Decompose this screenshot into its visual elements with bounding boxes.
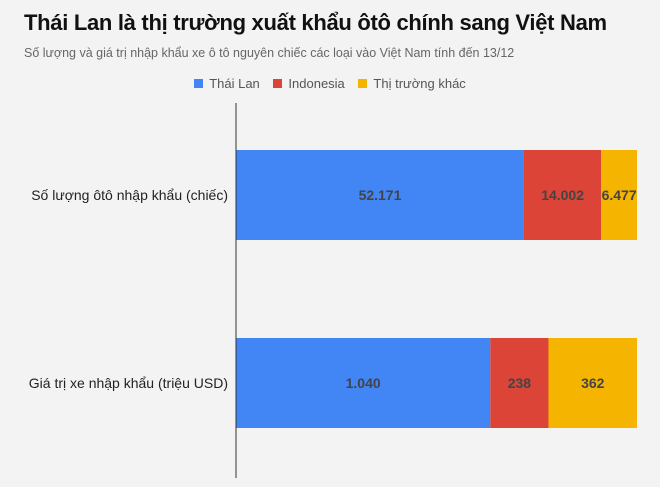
category-label: Giá trị xe nhập khẩu (triệu USD) — [29, 375, 228, 391]
chart-subtitle: Số lượng và giá trị nhập khẩu xe ô tô ng… — [24, 46, 515, 60]
data-label: 6.477 — [602, 187, 637, 203]
data-label: 238 — [508, 375, 532, 391]
legend-label: Thị trường khác — [373, 76, 466, 91]
legend-swatch — [273, 79, 283, 88]
legend-label: Indonesia — [288, 76, 345, 91]
bar-segment — [548, 338, 637, 428]
data-label: 52.171 — [359, 187, 402, 203]
category-label: Số lượng ôtô nhập khẩu (chiếc) — [31, 187, 228, 203]
bar-segment — [490, 338, 549, 428]
bar-segment — [236, 150, 524, 240]
legend-item-other[interactable]: Thị trường khác — [358, 76, 466, 91]
data-label: 362 — [581, 375, 605, 391]
bar-segment — [236, 338, 491, 428]
data-label: 14.002 — [541, 187, 584, 203]
chart-title: Thái Lan là thị trường xuất khẩu ôtô chí… — [24, 10, 607, 35]
bar-segment — [601, 150, 637, 240]
legend-item-thai-lan[interactable]: Thái Lan — [194, 76, 260, 91]
legend-label: Thái Lan — [209, 76, 260, 91]
bar-segment — [523, 150, 602, 240]
legend: Thái Lan Indonesia Thị trường khác — [0, 76, 660, 91]
data-label: 1.040 — [346, 375, 381, 391]
legend-swatch — [358, 79, 368, 88]
legend-swatch — [194, 79, 204, 88]
legend-item-indonesia[interactable]: Indonesia — [273, 76, 345, 91]
